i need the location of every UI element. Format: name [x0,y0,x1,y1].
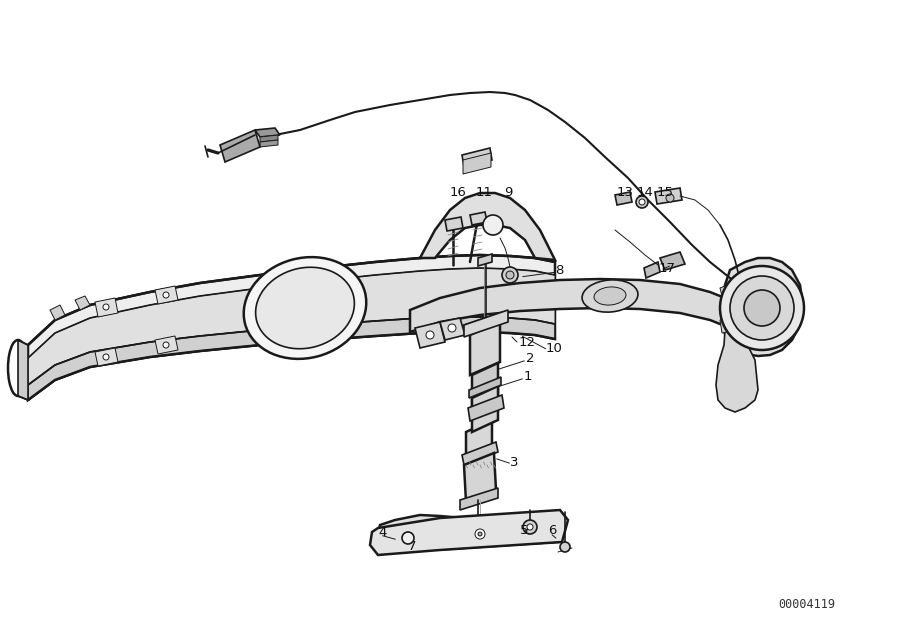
Polygon shape [28,268,555,385]
Circle shape [103,354,109,360]
Polygon shape [615,192,632,205]
Circle shape [639,199,645,205]
Text: 9: 9 [504,187,512,199]
Polygon shape [466,420,492,467]
Polygon shape [155,336,178,354]
Text: 14: 14 [637,187,654,199]
Circle shape [163,342,169,348]
Polygon shape [720,282,738,300]
Polygon shape [472,363,498,407]
Polygon shape [644,262,660,278]
Text: 2: 2 [526,352,535,364]
Polygon shape [468,395,504,421]
Polygon shape [470,212,487,225]
Polygon shape [95,348,118,366]
Polygon shape [462,442,498,465]
Polygon shape [655,188,682,204]
Circle shape [506,271,514,279]
Circle shape [475,529,485,539]
Polygon shape [18,340,28,400]
Polygon shape [220,130,260,162]
Polygon shape [464,310,508,337]
Polygon shape [440,532,562,550]
Polygon shape [370,510,568,555]
Polygon shape [464,453,496,502]
Text: 17: 17 [659,262,676,274]
Circle shape [448,324,456,332]
Circle shape [426,331,434,339]
Text: 5: 5 [520,525,528,537]
Circle shape [730,276,794,340]
Polygon shape [420,193,555,260]
Circle shape [163,292,169,298]
Polygon shape [155,286,178,304]
Polygon shape [75,296,90,310]
Polygon shape [28,317,555,400]
Polygon shape [472,386,498,432]
Polygon shape [50,305,65,320]
Polygon shape [716,322,758,412]
Polygon shape [720,316,738,333]
Circle shape [103,304,109,310]
Circle shape [636,196,648,208]
Polygon shape [722,258,803,356]
Ellipse shape [256,267,355,349]
Text: 3: 3 [510,455,518,469]
Polygon shape [463,153,491,174]
Polygon shape [410,279,745,338]
Text: 7: 7 [408,540,417,552]
Polygon shape [255,128,280,137]
Text: 13: 13 [617,187,634,199]
Circle shape [666,194,674,202]
Text: 10: 10 [546,342,562,354]
Text: 1: 1 [524,370,533,382]
Polygon shape [415,322,445,348]
Circle shape [560,542,570,552]
Circle shape [523,520,537,534]
Circle shape [502,267,518,283]
Polygon shape [470,322,500,375]
Polygon shape [28,255,555,400]
Circle shape [744,290,780,326]
Polygon shape [462,148,492,167]
Circle shape [720,266,804,350]
Polygon shape [464,311,508,334]
Polygon shape [95,298,118,317]
Polygon shape [460,488,498,510]
Circle shape [483,215,503,235]
Circle shape [402,532,414,544]
Polygon shape [260,140,278,147]
Polygon shape [660,252,685,270]
Text: 12: 12 [519,335,536,349]
Polygon shape [378,515,495,548]
Text: 4: 4 [378,526,386,540]
Polygon shape [445,217,463,231]
Text: 16: 16 [450,187,467,199]
Polygon shape [28,255,555,358]
Circle shape [478,532,482,536]
Ellipse shape [582,280,638,312]
Polygon shape [440,318,465,340]
Text: 11: 11 [476,187,493,199]
Polygon shape [478,254,492,266]
Circle shape [527,524,533,530]
Polygon shape [469,377,501,398]
Polygon shape [260,135,278,142]
Text: 8: 8 [555,264,563,276]
Text: 6: 6 [548,525,556,537]
Ellipse shape [244,257,366,359]
Text: 15: 15 [657,187,674,199]
Text: 00004119: 00004119 [778,599,835,612]
Ellipse shape [594,287,626,305]
